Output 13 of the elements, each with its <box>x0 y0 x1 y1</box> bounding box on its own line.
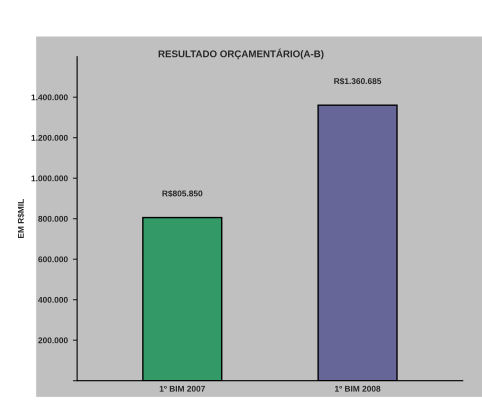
x-tick-label: 1º BIM 2008 <box>335 386 380 392</box>
x-tick-label: 1º BIM 2007 <box>160 386 205 392</box>
y-tick-label: 1.200.000 <box>32 134 68 141</box>
y-tick-label: 1.000.000 <box>32 175 68 182</box>
chart-title: RESULTADO ORÇAMENTÁRIO(A-B) <box>158 48 324 60</box>
data-label: R$1.360.685 <box>334 78 382 85</box>
y-tick-label: 1.400.000 <box>32 94 68 100</box>
y-tick-label: 400.000 <box>38 296 68 303</box>
y-axis-title: EM R$MIL <box>18 199 24 238</box>
y-tick-label: 800.000 <box>38 216 68 222</box>
data-label: R$805.850 <box>162 190 202 197</box>
y-tick-label: 600.000 <box>38 256 68 262</box>
y-tick-label: 200.000 <box>38 337 68 344</box>
